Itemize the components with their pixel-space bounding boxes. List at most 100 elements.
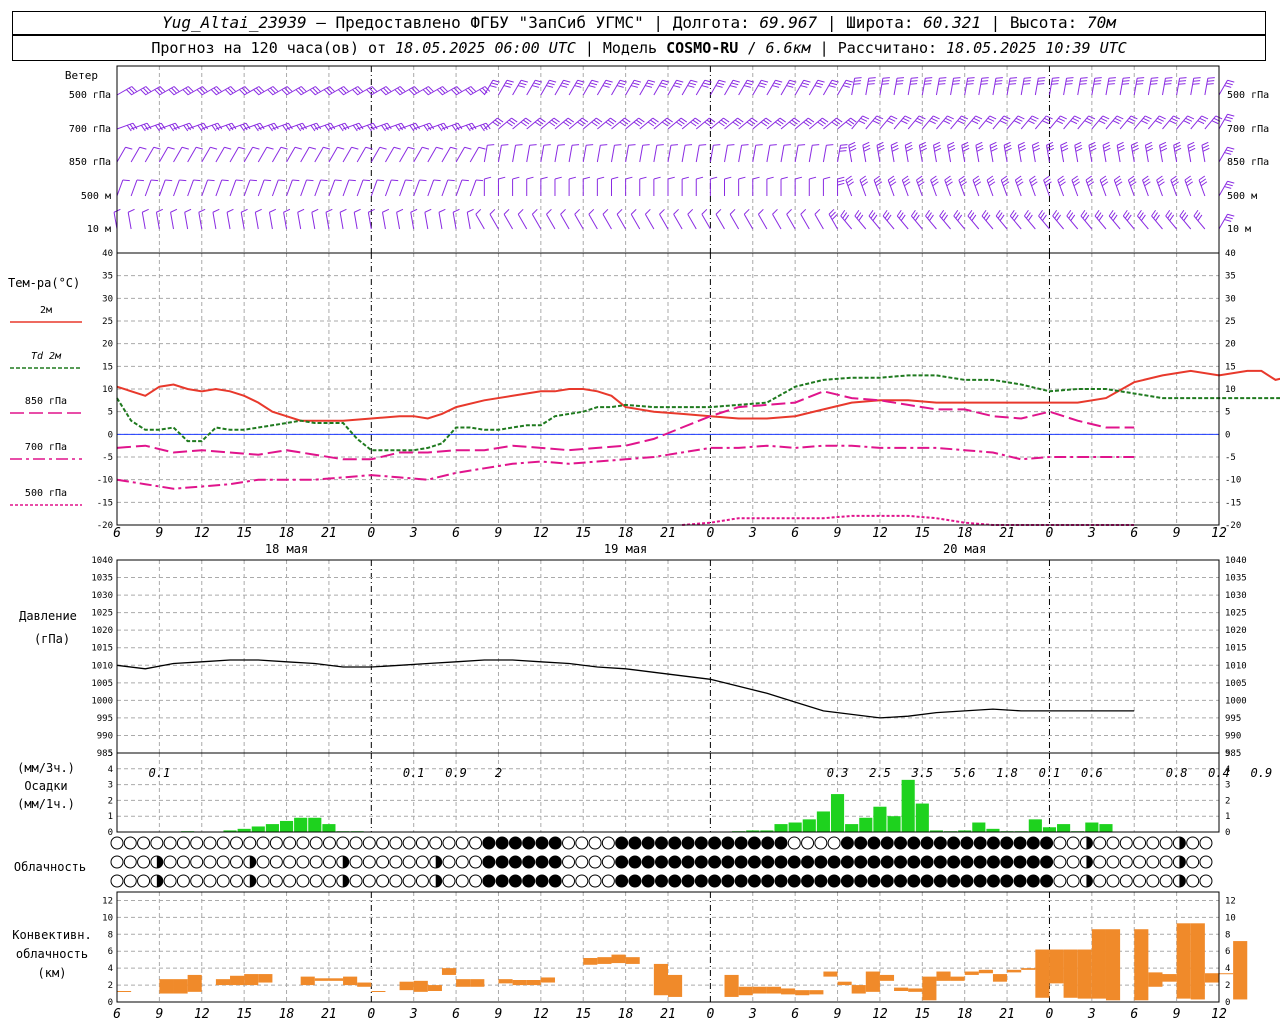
- forecast-from: 18.05.2025 06:00 UTC: [395, 39, 576, 57]
- cloud-symbol: [854, 874, 868, 888]
- cloud-symbol: [190, 874, 204, 888]
- x-hour-label-bottom: 6: [113, 1007, 121, 1022]
- wind-barb-flag: [610, 117, 617, 123]
- convective-bar: [978, 969, 993, 974]
- temp-tick-label: -10: [97, 476, 113, 486]
- wind-barb-flag: [943, 120, 950, 125]
- wind-barb-flag: [1144, 115, 1152, 120]
- wind-barb-flag: [914, 120, 922, 125]
- wind-barb-row: [116, 175, 1235, 197]
- cloud-symbol: [1013, 836, 1027, 850]
- wind-barb-flag: [409, 124, 415, 132]
- cloud-symbol: [482, 836, 496, 850]
- wind-barb-flag: [1044, 178, 1051, 184]
- wind-barb-flag: [1037, 83, 1045, 85]
- cloud-symbol: [283, 855, 297, 869]
- wind-barb-flag: [326, 87, 333, 94]
- wind-barb-flag: [932, 181, 939, 187]
- cloud-symbol: [1066, 836, 1080, 850]
- wind-barb-flag: [1164, 80, 1172, 82]
- wind-barb-flag: [501, 144, 509, 146]
- wind-barb-flag: [212, 208, 220, 213]
- cloud-symbol: [1199, 855, 1213, 869]
- wind-barb-flag: [285, 123, 290, 131]
- precip-bar: [873, 806, 887, 832]
- cloud-symbol: [1186, 836, 1200, 850]
- wind-barb-flag: [800, 208, 807, 215]
- wind-barb: [240, 212, 245, 230]
- wind-barb-flag: [759, 82, 767, 86]
- wind-barb-flag: [703, 82, 711, 86]
- precip-tick-label: 2: [108, 796, 113, 806]
- wind-barb: [257, 179, 265, 197]
- x-hour-label: 9: [155, 526, 163, 541]
- wind-barb: [469, 147, 480, 163]
- cloud-symbol: [907, 836, 921, 850]
- lon-value: 69.967: [759, 13, 818, 32]
- convective-bar: [583, 958, 598, 965]
- wind-barb-flag: [662, 79, 670, 83]
- wind-barb-flag: [1187, 141, 1195, 146]
- cloud-symbol: [376, 874, 390, 888]
- cloud-symbol: [827, 836, 841, 850]
- cloud-symbol: [309, 874, 323, 888]
- wind-barb-flag: [839, 147, 847, 149]
- wind-barb-flag: [997, 212, 1003, 219]
- wind-barb-flag: [917, 178, 924, 184]
- cloud-symbol: [1146, 855, 1160, 869]
- wind-barb-flag: [316, 122, 322, 130]
- provider-text: Предоставлено ФГБУ "ЗапСиб УГМС": [335, 13, 644, 32]
- wind-barb-flag: [207, 179, 215, 182]
- wind-barb-flag: [988, 181, 996, 187]
- wind-barb-flag: [1013, 120, 1021, 125]
- wind-barb-flag: [221, 179, 229, 182]
- wind-barb-flag: [860, 178, 868, 184]
- wind-barb-flag: [196, 89, 203, 95]
- precip-bar: [237, 828, 251, 832]
- x-hour-label-bottom: 18: [618, 1007, 634, 1022]
- wind-barb-flag: [743, 85, 751, 88]
- wind-barb: [116, 147, 126, 163]
- wind-barb-flag: [633, 121, 640, 127]
- wind-barb: [540, 145, 545, 163]
- wind-barb-flag: [1124, 212, 1130, 219]
- cloud-symbol: [376, 836, 390, 850]
- cloud-symbol: [469, 855, 483, 869]
- precip-sum-label: 1.8: [996, 766, 1018, 780]
- convective-bar: [922, 976, 937, 1001]
- wind-barb-flag: [437, 124, 443, 132]
- cloud-symbol: [681, 874, 695, 888]
- x-hour-label: 21: [660, 526, 676, 541]
- pres-tick-label: 1015: [91, 644, 113, 654]
- pres-tick-label-right: 1040: [1225, 556, 1247, 566]
- wind-barb-flag: [989, 141, 997, 146]
- convective-bar: [1190, 923, 1205, 1000]
- convective-bar: [244, 974, 259, 986]
- cloud-symbol: [933, 855, 947, 869]
- wind-barb-flag: [1102, 115, 1110, 120]
- convective-bar: [328, 978, 344, 981]
- wind-barb-row: [116, 113, 1235, 132]
- wind-barb-flag: [235, 179, 243, 182]
- cloud-symbol: [960, 874, 974, 888]
- wind-barb-flag: [590, 82, 598, 86]
- convective-bar: [526, 980, 541, 986]
- wind-barb-flag: [470, 86, 477, 92]
- wind-barb-flag: [492, 79, 500, 83]
- wind-barb-flag: [487, 144, 495, 146]
- wind-barb-flag: [309, 89, 316, 95]
- cloud-symbol: [203, 874, 217, 888]
- wind-barb-flag: [503, 208, 510, 215]
- wind-barb-flag: [749, 119, 756, 125]
- wind-barb-flag: [577, 79, 585, 83]
- cloud-symbol-half: [1179, 856, 1186, 868]
- wind-barb: [766, 145, 771, 163]
- convective-bar: [258, 974, 273, 983]
- wind-barb-flag: [1183, 214, 1189, 221]
- wind-barb-flag: [214, 123, 220, 131]
- wind-barb-flag: [438, 208, 446, 213]
- wind-barb-flag: [330, 122, 336, 130]
- convective-bar: [1021, 968, 1036, 970]
- convective-bar: [215, 979, 231, 986]
